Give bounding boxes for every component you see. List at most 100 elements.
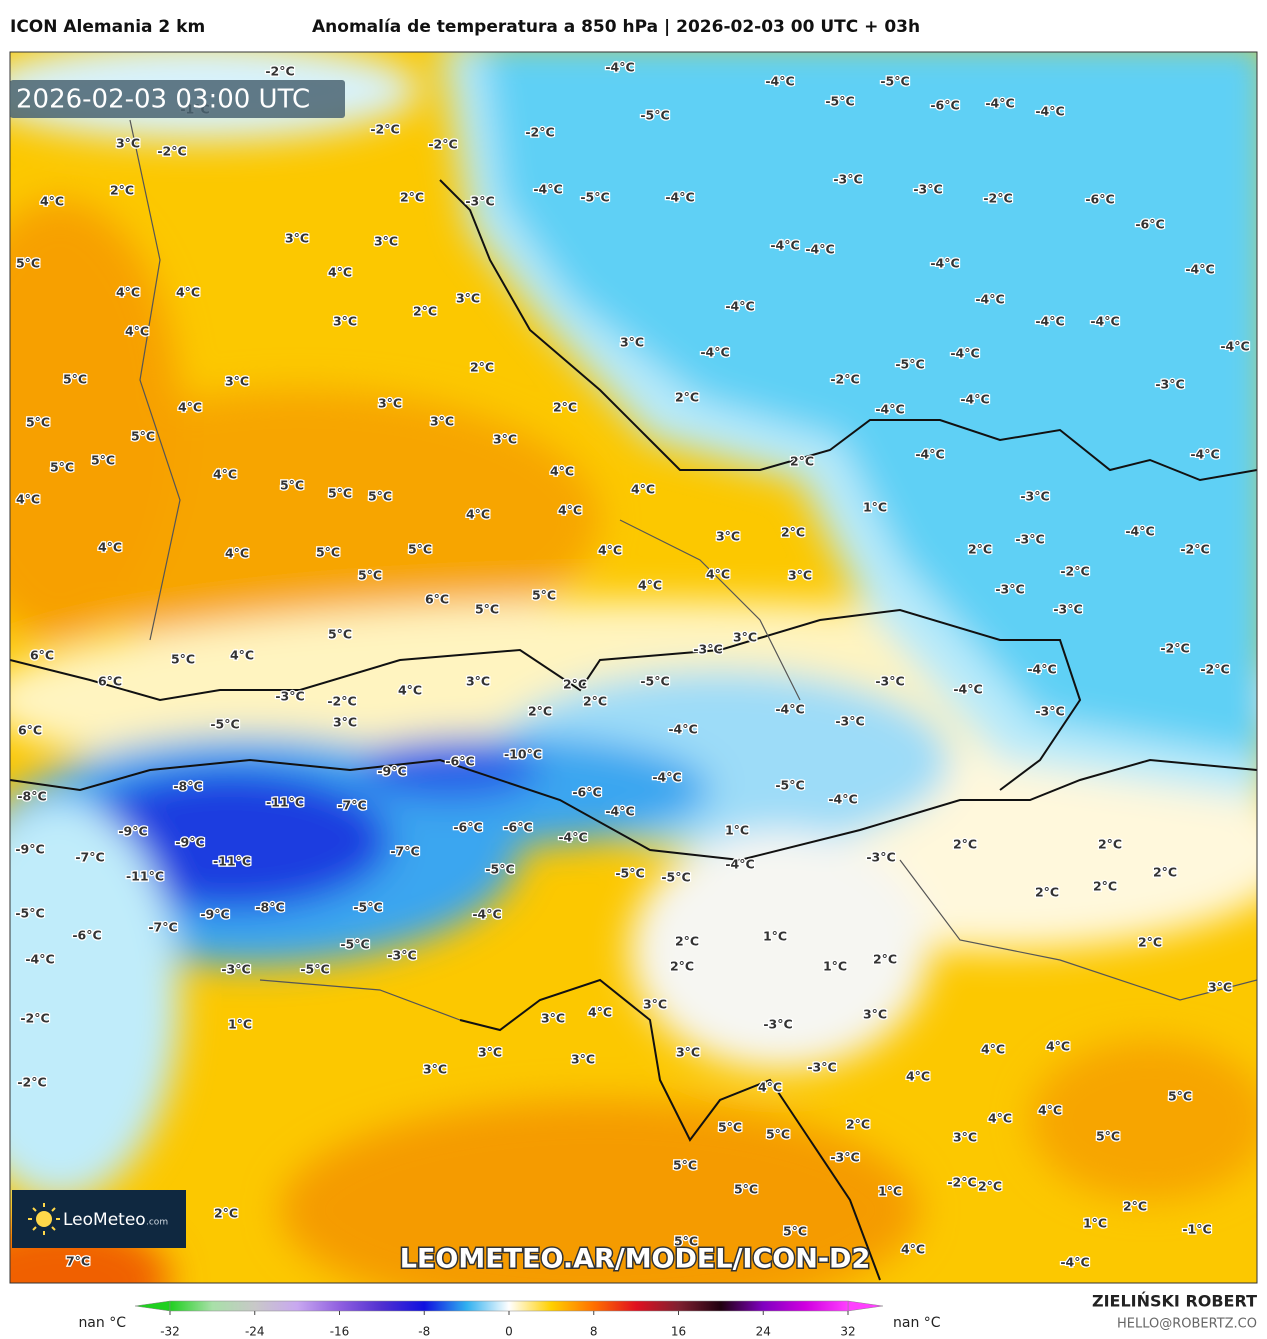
colorbar-tick-label: -8 [418,1325,430,1339]
contour-label: 2°C [553,400,577,415]
colorbar-tick-label: -16 [330,1325,350,1339]
timestamp-box [10,80,345,118]
contour-label: -4°C [975,292,1004,307]
contour-label: -3°C [995,582,1024,597]
contour-label: 5°C [1096,1129,1120,1144]
contour-label: -5°C [485,862,514,877]
contour-label: 5°C [16,256,40,271]
contour-label: -3°C [807,1060,836,1075]
contour-label: -3°C [866,850,895,865]
contour-label: -3°C [763,1017,792,1032]
colorbar: -32 -24 -16 -8 0 8 16 24 32 [134,1300,884,1339]
contour-label: 4°C [550,464,574,479]
contour-label: 5°C [328,627,352,642]
map: -2°C -4°C -4°C -5°C -6°C -4°C -4°C -5°C -5°C -2°C… [10,52,1257,1283]
contour-label: 3°C [285,231,309,246]
contour-label: -3°C [1015,532,1044,547]
colorbar-arrow-low [134,1300,171,1312]
contour-label: 3°C [466,674,490,689]
contour-label: -4°C [1125,524,1154,539]
contour-label: 4°C [631,482,655,497]
contour-label: 6°C [98,674,122,689]
contour-label: -5°C [210,717,239,732]
contour-label: 2°C [790,454,814,469]
contour-label: 3°C [863,1007,887,1022]
contour-label: -5°C [895,357,924,372]
contour-label: 5°C [766,1127,790,1142]
contour-label: 4°C [98,540,122,555]
contour-label: 5°C [408,542,432,557]
colorbar-tick-label: 32 [840,1325,855,1339]
contour-label: -3°C [835,714,864,729]
colorbar-tick-label: -32 [160,1325,180,1339]
contour-label: 6°C [30,648,54,663]
contour-label: -3°C [693,642,722,657]
colorbar-right-label: nan °C [893,1315,941,1331]
contour-label: 2°C [1138,935,1162,950]
contour-label: 5°C [718,1120,742,1135]
contour-label: -7°C [337,798,366,813]
watermark: LEOMETEO.AR/MODEL/ICON-D2 [400,1244,871,1275]
contour-label: -6°C [1135,217,1164,232]
contour-label: -4°C [875,402,904,417]
contour-label: -5°C [825,94,854,109]
contour-label: -3°C [1020,489,1049,504]
contour-label: -6°C [72,928,101,943]
contour-label: -9°C [175,835,204,850]
logo-domain: .com [146,1218,168,1228]
contour-label: 5°C [316,545,340,560]
contour-label: 4°C [1038,1103,1062,1118]
contour-label: -5°C [640,108,669,123]
contour-label: -4°C [765,74,794,89]
credit-name: ZIELIŃSKI ROBERT [1092,1292,1257,1311]
contour-label: 3°C [333,715,357,730]
contour-label: 4°C [588,1005,612,1020]
contour-label: -2°C [17,1075,46,1090]
contour-label: -6°C [503,820,532,835]
colorbar-tick-label: 16 [671,1325,686,1339]
contour-label: 5°C [783,1224,807,1239]
contour-label: -4°C [1027,662,1056,677]
contour-label: 4°C [1046,1039,1070,1054]
contour-label: 2°C [583,694,607,709]
contour-label: 5°C [26,415,50,430]
contour-label: -6°C [1085,192,1114,207]
contour-label: 5°C [171,652,195,667]
contour-label: 5°C [673,1158,697,1173]
contour-label: 4°C [230,648,254,663]
contour-label: -4°C [1190,447,1219,462]
contour-label: 4°C [176,285,200,300]
contour-label: 4°C [213,467,237,482]
contour-label: 2°C [670,959,694,974]
contour-label: -3°C [465,194,494,209]
contour-label: 3°C [716,529,740,544]
contour-label: 3°C [225,374,249,389]
contour-label: -2°C [157,144,186,159]
contour-label: -10°C [504,747,542,762]
contour-label: -4°C [950,346,979,361]
contour-label: 2°C [846,1117,870,1132]
contour-label: -3°C [1035,704,1064,719]
contour-label: 2°C [953,837,977,852]
contour-label: -2°C [1160,641,1189,656]
contour-label: 5°C [328,486,352,501]
contour-label: 4°C [906,1069,930,1084]
contour-label: -4°C [1090,314,1119,329]
contour-label: -4°C [1185,262,1214,277]
contour-label: 3°C [788,568,812,583]
contour-label: 1°C [725,823,749,838]
contour-label: -4°C [533,182,562,197]
contour-label: -1°C [1182,1222,1211,1237]
contour-label: 2°C [1035,885,1059,900]
contour-label: -3°C [913,182,942,197]
contour-label: -5°C [340,937,369,952]
contour-label: -2°C [265,64,294,79]
contour-label: -9°C [377,764,406,779]
contour-label: 2°C [675,934,699,949]
contour-label: -4°C [828,792,857,807]
contour-label: 5°C [358,568,382,583]
colorbar-tick-label: -24 [245,1325,265,1339]
contour-label: 1°C [823,959,847,974]
contour-label: -4°C [953,682,982,697]
